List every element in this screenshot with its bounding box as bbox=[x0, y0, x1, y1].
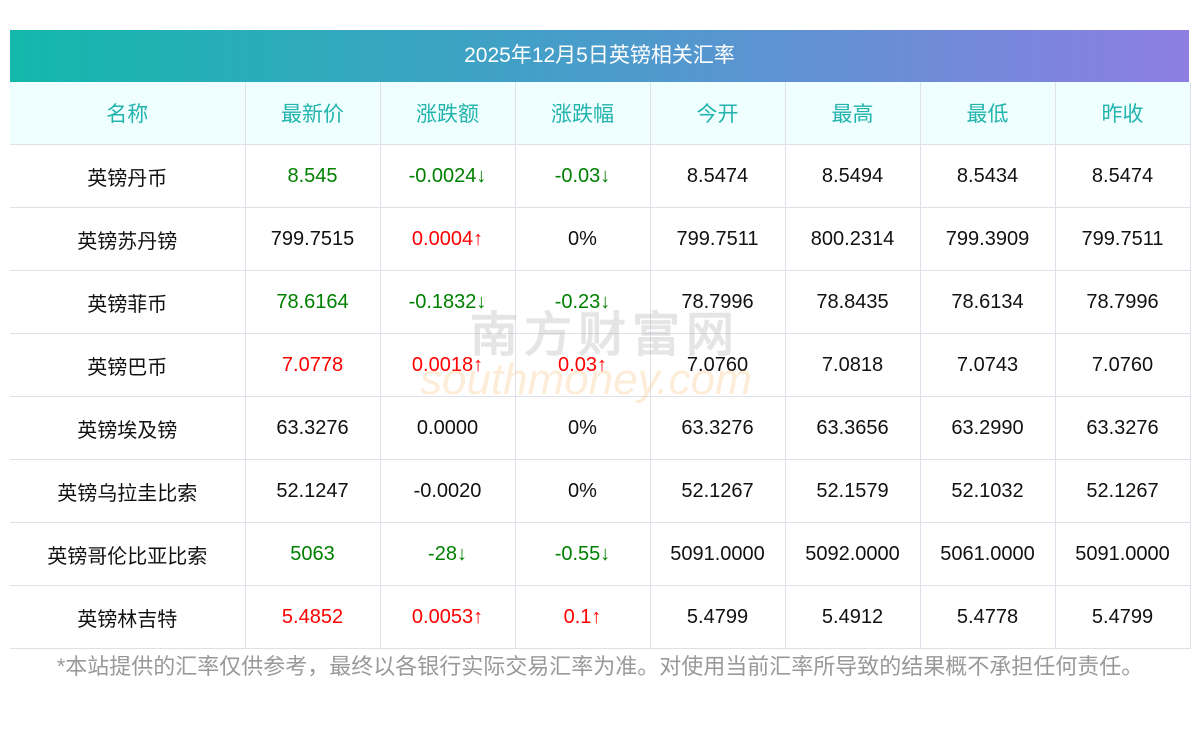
cell-pct: -0.23↓ bbox=[514, 270, 650, 334]
rate-table: 名称 最新价 涨跌额 涨跌幅 今开 最高 最低 昨收 英镑丹币 8.545 -0.0024↓ -0.… bbox=[10, 82, 1191, 649]
cell-high: 5.4912 bbox=[784, 585, 920, 649]
table-row: 英镑丹币 8.545 -0.0024↓ -0.03↓ 8.5474 8.5494 8.543… bbox=[10, 144, 1191, 208]
cell-change: -28↓ bbox=[379, 522, 515, 586]
cell-open: 78.7996 bbox=[649, 270, 785, 334]
column-header-prev: 昨收 bbox=[1054, 82, 1191, 145]
cell-open: 5091.0000 bbox=[649, 522, 785, 586]
cell-change: -0.1832↓ bbox=[379, 270, 515, 334]
cell-prev: 5.4799 bbox=[1054, 585, 1191, 649]
table-row: 英镑苏丹镑 799.7515 0.0004↑ 0% 799.7511 800.2314 79… bbox=[10, 207, 1191, 271]
table-row: 英镑埃及镑 63.3276 0.0000 0% 63.3276 63.3656 63.299… bbox=[10, 396, 1191, 460]
cell-name: 英镑哥伦比亚比索 bbox=[10, 522, 245, 586]
cell-pct: 0% bbox=[514, 396, 650, 460]
cell-high: 800.2314 bbox=[784, 207, 920, 271]
cell-low: 52.1032 bbox=[919, 459, 1055, 523]
cell-prev: 63.3276 bbox=[1054, 396, 1191, 460]
column-header-name: 名称 bbox=[10, 82, 245, 145]
table-row: 英镑林吉特 5.4852 0.0053↑ 0.1↑ 5.4799 5.4912 5.4778… bbox=[10, 585, 1191, 649]
cell-prev: 8.5474 bbox=[1054, 144, 1191, 208]
column-header-latest: 最新价 bbox=[244, 82, 380, 145]
rate-table-panel: 2025年12月5日英镑相关汇率 名称 最新价 涨跌额 涨跌幅 今开 最高 最低 昨收 英镑丹… bbox=[10, 30, 1191, 649]
cell-pct: -0.03↓ bbox=[514, 144, 650, 208]
cell-change: 0.0018↑ bbox=[379, 333, 515, 397]
cell-change: 0.0053↑ bbox=[379, 585, 515, 649]
cell-high: 5092.0000 bbox=[784, 522, 920, 586]
cell-low: 5061.0000 bbox=[919, 522, 1055, 586]
cell-prev: 5091.0000 bbox=[1054, 522, 1191, 586]
cell-low: 5.4778 bbox=[919, 585, 1055, 649]
cell-pct: 0% bbox=[514, 207, 650, 271]
cell-change: -0.0024↓ bbox=[379, 144, 515, 208]
cell-change: 0.0000 bbox=[379, 396, 515, 460]
cell-open: 52.1267 bbox=[649, 459, 785, 523]
cell-high: 78.8435 bbox=[784, 270, 920, 334]
disclaimer-note: *本站提供的汇率仅供参考，最终以各银行实际交易汇率为准。对使用当前汇率所导致的结… bbox=[56, 654, 1144, 679]
table-title: 2025年12月5日英镑相关汇率 bbox=[10, 30, 1189, 82]
cell-latest: 78.6164 bbox=[244, 270, 380, 334]
cell-prev: 7.0760 bbox=[1054, 333, 1191, 397]
cell-high: 7.0818 bbox=[784, 333, 920, 397]
column-header-high: 最高 bbox=[784, 82, 920, 145]
cell-change: 0.0004↑ bbox=[379, 207, 515, 271]
cell-latest: 7.0778 bbox=[244, 333, 380, 397]
cell-high: 8.5494 bbox=[784, 144, 920, 208]
cell-pct: 0% bbox=[514, 459, 650, 523]
column-header-pct: 涨跌幅 bbox=[514, 82, 650, 145]
cell-prev: 52.1267 bbox=[1054, 459, 1191, 523]
cell-name: 英镑林吉特 bbox=[10, 585, 245, 649]
cell-name: 英镑巴币 bbox=[10, 333, 245, 397]
cell-open: 5.4799 bbox=[649, 585, 785, 649]
cell-high: 63.3656 bbox=[784, 396, 920, 460]
column-header-low: 最低 bbox=[919, 82, 1055, 145]
cell-name: 英镑苏丹镑 bbox=[10, 207, 245, 271]
cell-latest: 63.3276 bbox=[244, 396, 380, 460]
cell-low: 799.3909 bbox=[919, 207, 1055, 271]
cell-name: 英镑丹币 bbox=[10, 144, 245, 208]
cell-open: 8.5474 bbox=[649, 144, 785, 208]
table-row: 英镑乌拉圭比索 52.1247 -0.0020 0% 52.1267 52.1579 52.… bbox=[10, 459, 1191, 523]
cell-low: 7.0743 bbox=[919, 333, 1055, 397]
cell-prev: 78.7996 bbox=[1054, 270, 1191, 334]
table-row: 英镑菲币 78.6164 -0.1832↓ -0.23↓ 78.7996 78.8435 7… bbox=[10, 270, 1191, 334]
cell-name: 英镑埃及镑 bbox=[10, 396, 245, 460]
cell-pct: 0.03↑ bbox=[514, 333, 650, 397]
cell-name: 英镑乌拉圭比索 bbox=[10, 459, 245, 523]
cell-latest: 52.1247 bbox=[244, 459, 380, 523]
cell-prev: 799.7511 bbox=[1054, 207, 1191, 271]
cell-pct: -0.55↓ bbox=[514, 522, 650, 586]
table-row: 英镑哥伦比亚比索 5063 -28↓ -0.55↓ 5091.0000 5092.0000… bbox=[10, 522, 1191, 586]
cell-open: 799.7511 bbox=[649, 207, 785, 271]
cell-low: 63.2990 bbox=[919, 396, 1055, 460]
header-row: 名称 最新价 涨跌额 涨跌幅 今开 最高 最低 昨收 bbox=[10, 82, 1191, 145]
cell-latest: 799.7515 bbox=[244, 207, 380, 271]
cell-change: -0.0020 bbox=[379, 459, 515, 523]
cell-high: 52.1579 bbox=[784, 459, 920, 523]
cell-pct: 0.1↑ bbox=[514, 585, 650, 649]
cell-low: 8.5434 bbox=[919, 144, 1055, 208]
column-header-change: 涨跌额 bbox=[379, 82, 515, 145]
cell-open: 7.0760 bbox=[649, 333, 785, 397]
cell-latest: 8.545 bbox=[244, 144, 380, 208]
cell-name: 英镑菲币 bbox=[10, 270, 245, 334]
column-header-open: 今开 bbox=[649, 82, 785, 145]
cell-open: 63.3276 bbox=[649, 396, 785, 460]
cell-latest: 5063 bbox=[244, 522, 380, 586]
cell-latest: 5.4852 bbox=[244, 585, 380, 649]
cell-low: 78.6134 bbox=[919, 270, 1055, 334]
table-row: 英镑巴币 7.0778 0.0018↑ 0.03↑ 7.0760 7.0818 7.0743… bbox=[10, 333, 1191, 397]
